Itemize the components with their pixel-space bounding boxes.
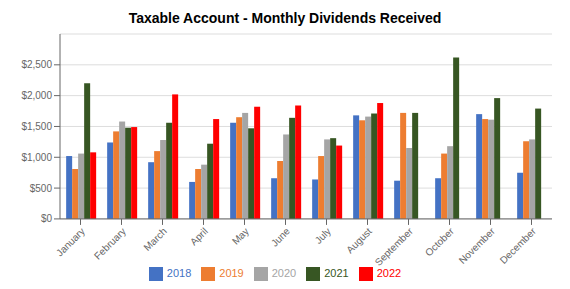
html-text:Taxable Account - Monthly Divi: Taxable Account - Monthly Dividends Rece… <box>128 10 442 26</box>
html-text:2018: 2018 <box>166 266 192 279</box>
html-text:2019: 2019 <box>219 266 244 279</box>
svg-text:September: September <box>373 225 416 268</box>
svg-text:March: March <box>142 226 169 253</box>
svg-text:November: November <box>457 225 498 266</box>
svg-text:April: April <box>188 226 210 248</box>
html-text:2021: 2021 <box>324 266 349 279</box>
svg-text:$2,500: $2,500 <box>21 59 52 70</box>
svg-text:$2,000: $2,000 <box>21 90 52 101</box>
svg-text:$500: $500 <box>30 183 53 194</box>
svg-text:January: January <box>54 226 87 259</box>
svg-text:June: June <box>269 225 292 248</box>
svg-text:July: July <box>313 226 333 246</box>
svg-text:February: February <box>92 226 128 262</box>
svg-text:$0: $0 <box>41 213 53 224</box>
svg-text:October: October <box>423 225 456 258</box>
svg-text:December: December <box>498 225 539 266</box>
svg-text:May: May <box>230 226 251 247</box>
svg-text:$1,000: $1,000 <box>21 152 52 163</box>
svg-text:August: August <box>344 225 374 255</box>
html-text:2020: 2020 <box>271 266 297 279</box>
html-text:2022: 2022 <box>376 266 402 279</box>
svg-text:$1,500: $1,500 <box>21 121 52 132</box>
